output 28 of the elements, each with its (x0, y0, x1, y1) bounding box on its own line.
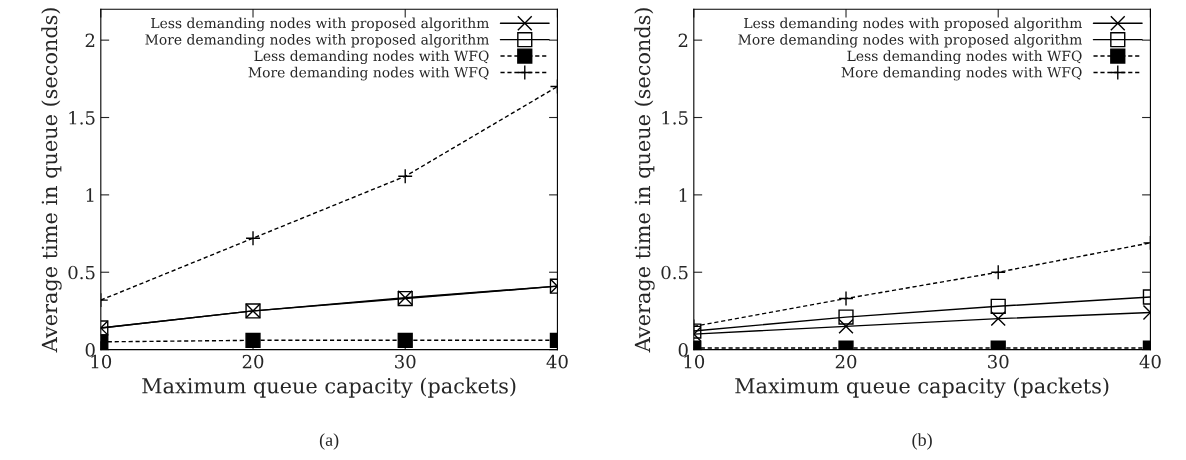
legend-label: More demanding nodes with proposed algorithm (145, 33, 489, 48)
legend-label: Less demanding nodes with WFQ (254, 50, 489, 65)
legend-label: More demanding nodes with WFQ (841, 66, 1082, 81)
legend-label: Less demanding nodes with proposed algorithm (151, 17, 489, 32)
x-tick-label: 30 (395, 354, 416, 369)
legend-label: More demanding nodes with WFQ (248, 66, 489, 81)
y-tick-label: 2 (678, 33, 688, 48)
x-axis-title: Maximum queue capacity (packets) (735, 377, 1109, 398)
x-tick-label: 30 (988, 354, 1009, 369)
legend-label: Less demanding nodes with proposed algorithm (744, 17, 1082, 32)
y-tick-label: 1 (679, 188, 687, 202)
text: (b) (912, 433, 932, 450)
y-tick-label: 1.5 (69, 110, 95, 125)
y-axis-title: Average time in queue (seconds) (41, 8, 62, 353)
legend-label: Less demanding nodes with WFQ (847, 50, 1082, 65)
legend-label: More demanding nodes with proposed algorithm (738, 33, 1082, 48)
text: (a) (319, 433, 339, 450)
x-axis-title: Maximum queue capacity (packets) (142, 377, 516, 398)
x-tick-label: 40 (1139, 354, 1161, 369)
y-tick-label: 1.5 (662, 110, 688, 125)
y-tick-label: 2 (85, 33, 95, 48)
x-tick-label: 20 (835, 354, 857, 369)
y-axis-title: Average time in queue (seconds) (634, 8, 655, 353)
y-tick-label: 0.5 (68, 265, 95, 280)
x-tick-label: 20 (242, 354, 264, 369)
x-tick-label: 40 (546, 354, 568, 369)
y-tick-label: 0.5 (661, 265, 688, 280)
y-tick-label: 1 (86, 188, 94, 202)
